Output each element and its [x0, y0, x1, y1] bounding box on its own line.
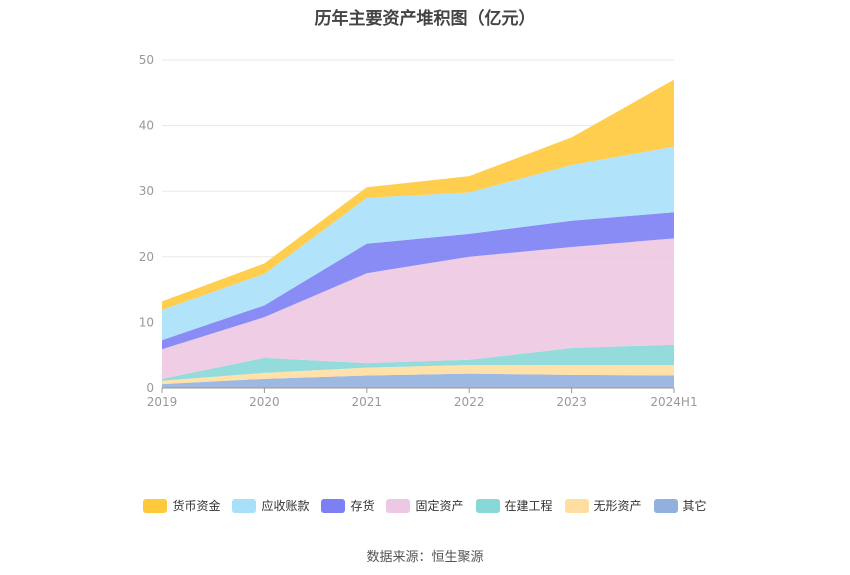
- legend-swatch: [232, 498, 257, 513]
- legend-swatch: [321, 498, 346, 513]
- legend-swatch: [475, 498, 500, 513]
- legend: 货币资金 应收账款 存货 固定资产 在建工程 无形资产 其它: [0, 497, 850, 514]
- chart-title: 历年主要资产堆积图（亿元）: [314, 9, 536, 29]
- legend-item[interactable]: 存货: [321, 497, 374, 514]
- x-tick-label: 2023: [556, 395, 587, 409]
- x-tick-label: 2022: [454, 395, 485, 409]
- legend-label: 在建工程: [504, 499, 553, 513]
- legend-swatch: [564, 498, 589, 513]
- legend-label: 其它: [682, 499, 707, 513]
- x-tick-label: 2019: [147, 395, 178, 409]
- legend-swatch: [386, 498, 411, 513]
- area-货币资金: [162, 79, 674, 310]
- area-series: [162, 79, 674, 388]
- legend-item[interactable]: 应收账款: [232, 497, 309, 514]
- y-tick-label: 10: [139, 315, 154, 329]
- area-无形资产: [162, 365, 674, 385]
- legend-label: 存货: [350, 499, 375, 513]
- y-tick-label: 0: [146, 381, 154, 395]
- legend-label: 固定资产: [415, 499, 464, 513]
- legend-label: 无形资产: [593, 499, 642, 513]
- legend-label: 应收账款: [261, 499, 310, 513]
- area-应收账款: [162, 146, 674, 341]
- data-source: 数据来源：恒生聚源: [366, 550, 484, 565]
- legend-item[interactable]: 固定资产: [386, 497, 464, 514]
- legend-item[interactable]: 无形资产: [564, 497, 642, 514]
- x-tick-label: 2021: [352, 395, 383, 409]
- x-tick-label: 2024H1: [650, 395, 697, 409]
- legend-item[interactable]: 在建工程: [475, 497, 553, 514]
- legend-swatch: [143, 498, 168, 513]
- stacked-area-chart: 0 10 20 30 40 50 2019 2020 2021 2022 2023 2024H1: [139, 53, 698, 409]
- y-tick-label: 50: [139, 53, 154, 67]
- y-tick-label: 20: [139, 250, 154, 264]
- x-tick-label: 2020: [249, 395, 280, 409]
- y-tick-label: 30: [139, 184, 154, 198]
- area-存货: [162, 212, 674, 350]
- legend-label: 货币资金: [172, 499, 221, 513]
- y-tick-label: 40: [139, 119, 154, 133]
- area-其它: [162, 373, 674, 388]
- legend-item[interactable]: 其它: [653, 497, 707, 514]
- legend-swatch: [653, 498, 678, 513]
- area-固定资产: [162, 238, 674, 379]
- legend-item[interactable]: 货币资金: [143, 497, 220, 514]
- axes: 0 10 20 30 40 50 2019 2020 2021 2022 2023 2024H1: [139, 53, 698, 409]
- area-在建工程: [162, 344, 674, 381]
